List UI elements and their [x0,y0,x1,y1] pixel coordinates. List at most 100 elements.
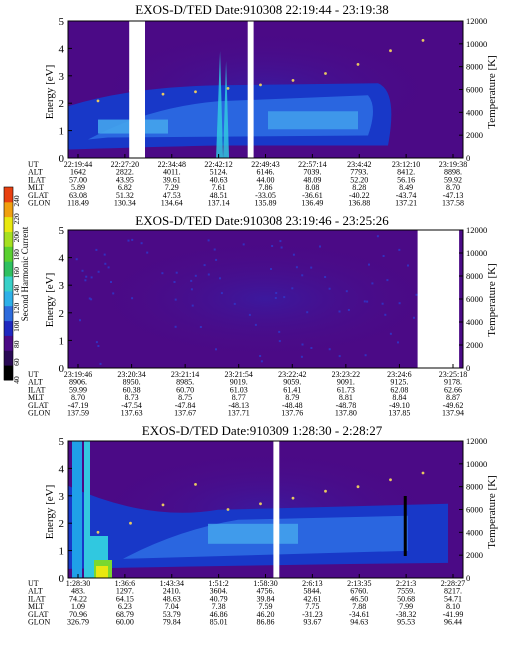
noise-speckle [366,300,369,303]
table-cell: 7.59 [259,602,273,611]
spectrogram-panel-3: EXOS-D/TED Date:910309 1:28:30 - 2:28:27… [28,423,498,627]
noise-speckle [381,302,384,305]
y-axis-label: Energy [eV] [44,485,56,539]
noise-speckle [146,251,149,254]
table-cell: 6760. [350,587,368,596]
noise-speckle [300,355,303,358]
spectrogram-panel-1: EXOS-D/TED Date:910308 22:19:44 - 23:19:… [28,2,498,208]
noise-speckle [88,297,91,300]
table-cell: 118.49 [67,199,89,208]
y-tick-label: 2 [59,518,65,530]
noise-speckle [233,302,236,305]
colorbar-segment [4,187,13,203]
colorbar-frame [3,186,14,381]
noise-speckle [386,279,389,282]
noise-speckle [174,298,177,301]
table-cell: 2:21:3 [396,579,416,588]
noise-speckle [107,266,110,269]
noise-speckle [306,311,309,314]
table-cell: 8.75 [178,393,192,402]
table-cell: 74.22 [69,594,87,603]
row-label: UT [28,579,39,588]
noise-speckle [260,360,263,363]
noise-speckle [75,258,78,261]
row-label: ILAT [28,175,45,184]
table-cell: 7.99 [399,602,413,611]
row-label: UT [28,160,39,169]
table-cell: 8.73 [125,393,139,402]
table-cell: 326.79 [67,618,89,627]
row-label: GLON [28,199,50,208]
table-cell: 62.66 [444,385,462,394]
table-cell: 39.84 [257,594,275,603]
colorbar-segment [4,320,13,336]
noise-speckle [292,253,295,256]
noise-speckle [371,282,374,285]
noise-speckle [398,302,401,305]
table-cell: 8898. [444,168,462,177]
colorbar-tick-label: 40 [12,376,21,384]
colorbar-label: Second Harmonic Current [20,226,30,321]
y-tick-label: 3 [59,491,65,503]
row-label: GLON [28,409,50,418]
table-cell: 60.70 [176,385,194,394]
y2-tick-label: 4000 [466,107,483,117]
temperature-point [194,90,197,94]
y-tick-label: 0 [59,153,65,165]
noise-speckle [397,341,399,344]
table-cell: 61.73 [337,385,355,394]
table-cell: -34.61 [349,610,370,619]
table-cell: 51.32 [116,191,134,200]
noise-speckle [84,279,87,282]
table-cell: 3604. [210,587,228,596]
table-cell: 8412. [397,168,415,177]
y2-tick-label: 2000 [466,130,483,140]
table-cell: -31.23 [302,610,323,619]
noise-speckle [131,238,134,241]
y-tick-label: 0 [59,363,65,375]
y-tick-label: 4 [59,253,65,265]
panel-title: EXOS-D/TED Date:910308 22:19:44 - 23:19:… [135,2,388,17]
spectrogram-panel-2: EXOS-D/TED Date:910308 23:19:46 - 23:25:… [28,213,498,418]
temperature-point [389,49,392,53]
table-cell: 59.99 [69,385,87,394]
table-cell: 135.89 [255,199,277,208]
table-cell: 137.14 [208,199,230,208]
table-cell: 95.53 [397,618,415,627]
noise-speckle [271,245,274,247]
y2-tick-label: 0 [466,153,470,163]
y-tick-label: 4 [59,43,65,55]
noise-speckle [398,248,401,251]
table-cell: 6.23 [118,602,132,611]
table-cell: 22:42:12 [204,160,232,169]
table-cell: -49.10 [389,401,410,410]
table-cell: 7.61 [212,183,226,192]
table-cell: 93.67 [303,618,321,627]
table-cell: 22:34:48 [158,160,186,169]
noise-speckle [324,276,327,278]
noise-speckle [338,310,341,313]
table-cell: 48.51 [210,191,228,200]
colorbar-tick-label: 120 [12,303,21,315]
table-cell: 23:24:6 [387,370,411,379]
noise-speckle [112,292,115,295]
noise-speckle [328,287,331,290]
colorbar-segment [4,350,13,366]
table-cell: 5124. [210,168,228,177]
colorbar-tick-label: 200 [12,231,21,243]
y2-tick-label: 0 [466,573,470,583]
table-cell: 48.09 [303,175,321,184]
noise-speckle [140,242,143,245]
table-cell: 7.75 [305,602,319,611]
table-cell: 1:58:30 [253,579,277,588]
y2-tick-label: 8000 [466,482,483,492]
colorbar-segment [4,201,13,218]
y2-tick-label: 6000 [466,505,483,515]
noise-speckle [203,264,206,267]
noise-speckle [254,323,257,326]
y-tick-label: 2 [59,308,65,320]
noise-speckle [274,297,277,299]
noise-speckle [174,325,177,328]
colorbar-tick-label: 160 [12,267,21,279]
